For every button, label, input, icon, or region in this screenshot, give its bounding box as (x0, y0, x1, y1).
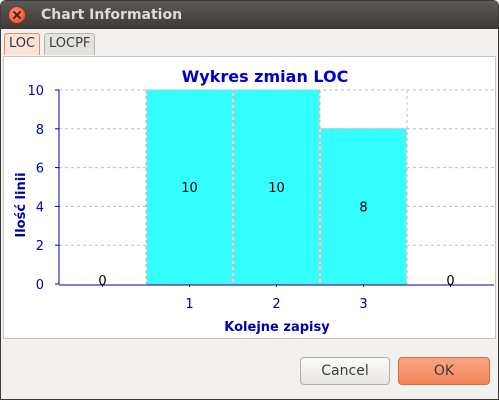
x-axis-label: Kolejne zapisy (224, 320, 330, 335)
ok-button[interactable]: OK (398, 357, 490, 385)
x-tick-label: 3 (359, 297, 367, 312)
chart-title: Wykres zmian LOC (182, 67, 349, 86)
data-label: 0 (98, 274, 106, 289)
bar-chart: Wykres zmian LOC Ilość linii Kolejne zap… (14, 67, 494, 335)
title-bar: Chart Information (1, 1, 498, 29)
tab-loc[interactable]: LOC (4, 33, 41, 55)
data-label: 10 (181, 181, 198, 196)
x-tick-label: 2 (272, 297, 280, 312)
y-tick-label: 0 (36, 278, 44, 293)
y-tick-label: 4 (36, 200, 44, 215)
bar-3 (320, 128, 407, 285)
y-axis-label: Ilość linii (14, 172, 29, 237)
chart-panel: Wykres zmian LOC Ilość linii Kolejne zap… (3, 56, 496, 339)
tab-locpf[interactable]: LOCPF (44, 33, 96, 55)
close-icon[interactable] (9, 7, 25, 23)
data-label: 8 (359, 200, 367, 215)
y-tick-label: 8 (36, 123, 44, 138)
bar-1 (146, 89, 233, 285)
window-title: Chart Information (41, 7, 183, 23)
y-tick-label: 10 (27, 84, 44, 99)
data-label: 10 (268, 181, 285, 196)
y-tick-label: 2 (36, 239, 44, 254)
cancel-button[interactable]: Cancel (300, 357, 390, 385)
data-label: 0 (446, 274, 454, 289)
y-tick-label: 6 (36, 162, 44, 177)
bar-2 (233, 89, 320, 285)
x-tick-label: 1 (185, 297, 193, 312)
